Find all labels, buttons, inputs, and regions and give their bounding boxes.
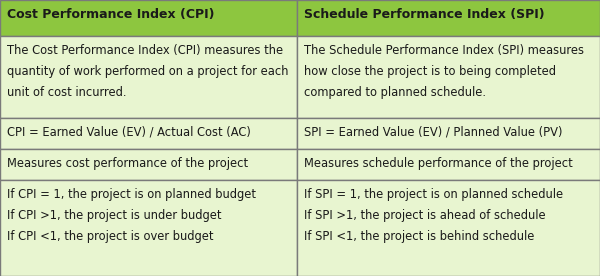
Bar xyxy=(297,149,600,180)
Bar xyxy=(297,0,600,36)
Bar xyxy=(297,180,600,276)
Text: Cost Performance Index (CPI): Cost Performance Index (CPI) xyxy=(7,8,215,21)
Text: Schedule Performance Index (SPI): Schedule Performance Index (SPI) xyxy=(304,8,545,21)
Text: Measures schedule performance of the project: Measures schedule performance of the pro… xyxy=(304,157,573,170)
Bar xyxy=(297,118,600,149)
Text: Measures cost performance of the project: Measures cost performance of the project xyxy=(7,157,248,170)
Text: The Schedule Performance Index (SPI) measures
how close the project is to being : The Schedule Performance Index (SPI) mea… xyxy=(304,44,584,99)
Bar xyxy=(0,180,297,276)
Bar xyxy=(0,0,297,36)
Text: If SPI = 1, the project is on planned schedule
If SPI >1, the project is ahead o: If SPI = 1, the project is on planned sc… xyxy=(304,188,563,243)
Bar xyxy=(0,36,297,118)
Text: If CPI = 1, the project is on planned budget
If CPI >1, the project is under bud: If CPI = 1, the project is on planned bu… xyxy=(7,188,256,243)
Bar xyxy=(0,149,297,180)
Text: SPI = Earned Value (EV) / Planned Value (PV): SPI = Earned Value (EV) / Planned Value … xyxy=(304,126,563,139)
Bar xyxy=(297,36,600,118)
Bar xyxy=(0,118,297,149)
Text: CPI = Earned Value (EV) / Actual Cost (AC): CPI = Earned Value (EV) / Actual Cost (A… xyxy=(7,126,251,139)
Text: The Cost Performance Index (CPI) measures the
quantity of work performed on a pr: The Cost Performance Index (CPI) measure… xyxy=(7,44,289,99)
